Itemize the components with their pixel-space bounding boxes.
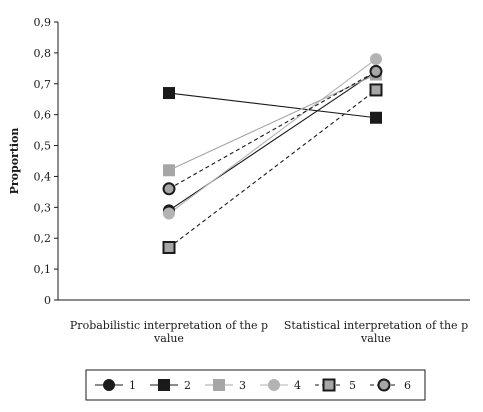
legend-marker-4: [268, 379, 280, 391]
data-point-series-4: [163, 207, 175, 220]
data-point-series-6: [369, 64, 383, 78]
y-tick-label: 0,5: [34, 140, 52, 153]
series-line-2: [168, 92, 377, 119]
legend-marker-1: [103, 379, 115, 391]
legend-label-2: 2: [184, 379, 191, 392]
x-category-label: Statistical interpretation of the p: [284, 319, 468, 332]
series-line-3: [168, 74, 377, 171]
y-tick-label: 0,4: [34, 170, 52, 183]
series-markers: [162, 53, 383, 254]
data-point-series-2: [370, 111, 382, 124]
series-line-5: [168, 89, 377, 248]
legend-label-6: 6: [404, 379, 411, 392]
data-point-series-2: [163, 87, 175, 100]
legend-marker-2: [158, 379, 170, 391]
y-tick-label: 0,1: [34, 263, 52, 276]
y-tick-label: 0,6: [34, 109, 52, 122]
y-tick-label: 0,8: [34, 47, 52, 60]
y-axis-title: Proportion: [8, 128, 21, 195]
data-point-series-4: [370, 53, 382, 66]
data-point-series-5: [162, 240, 176, 254]
x-category-label: value: [360, 332, 391, 345]
legend-marker-3: [213, 379, 225, 391]
legend: 1 2 3 4 5 6: [85, 369, 426, 401]
y-tick-label: 0,3: [34, 201, 52, 214]
axes: 0 0,1 0,2 0,3 0,4 0,5 0,6 0,7 0,8 0,9 Probabilisti…: [34, 16, 470, 345]
x-category-label: Probabilistic interpretation of the p: [70, 319, 268, 332]
data-point-series-5: [369, 83, 383, 97]
series-line-4: [168, 58, 377, 214]
x-category-label: value: [153, 332, 184, 345]
legend-marker-5: [322, 378, 336, 392]
legend-label-4: 4: [294, 379, 301, 392]
legend-marker-6: [377, 378, 391, 392]
data-point-series-6: [162, 182, 176, 196]
legend-label-5: 5: [349, 379, 356, 392]
series-line-6: [168, 70, 377, 190]
legend-label-3: 3: [239, 379, 246, 392]
y-tick-label: 0: [44, 294, 51, 307]
legend-box: [85, 369, 426, 401]
y-tick-label: 0,7: [34, 78, 52, 91]
y-tick-label: 0,9: [34, 16, 52, 29]
series-lines: [168, 58, 377, 248]
y-tick-label: 0,2: [34, 232, 52, 245]
legend-label-1: 1: [129, 379, 136, 392]
data-point-series-3: [163, 164, 175, 177]
series-line-1: [168, 70, 377, 211]
